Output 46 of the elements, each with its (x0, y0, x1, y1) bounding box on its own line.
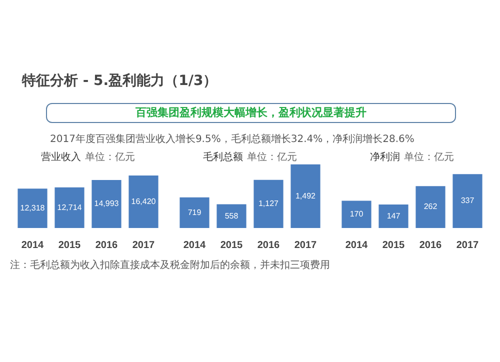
bar (290, 164, 320, 228)
bar (254, 180, 284, 228)
x-tick-label: 2016 (419, 240, 442, 251)
bar (378, 204, 408, 228)
data-label: 12,318 (20, 203, 46, 212)
chart-title: 毛利总额 (203, 152, 243, 163)
data-label: 1,127 (258, 199, 280, 208)
x-tick-label: 2014 (345, 240, 368, 251)
bar (180, 197, 210, 228)
x-tick-label: 2015 (382, 240, 406, 251)
bar (416, 186, 446, 228)
text: 2017年度百强集团营业收入增长9.5%，毛利总额增长32.4%，净利润增长28.6% (50, 132, 414, 146)
data-label: 337 (460, 196, 475, 206)
data-label: 16,420 (131, 196, 156, 206)
text: 百强集团盈利规模大幅增长，盈利状况显著提升 (46, 103, 456, 123)
data-label: 719 (188, 208, 202, 217)
x-tick-label: 2017 (294, 240, 318, 251)
x-tick-label: 2016 (257, 240, 280, 251)
chart-subtitle: 单位：亿元 (404, 152, 454, 163)
chart-subtitle: 单位：亿元 (247, 152, 297, 163)
data-label: 12,714 (57, 202, 82, 212)
bar (216, 204, 246, 228)
x-tick-label: 2014 (21, 240, 44, 251)
bar (128, 175, 158, 228)
x-tick-label: 2014 (183, 240, 206, 251)
data-label: 1,492 (295, 191, 316, 200)
x-tick-label: 2017 (456, 240, 480, 251)
x-tick-label: 2015 (220, 240, 244, 251)
x-tick-label: 2016 (95, 240, 118, 251)
x-tick-label: 2017 (132, 240, 156, 251)
chart-subtitle: 单位：亿元 (85, 152, 135, 163)
chart-title: 净利润 (370, 152, 400, 163)
bar (342, 200, 372, 228)
bar (92, 180, 122, 228)
text: 特征分析 - 5.盈利能力（1/3） (22, 72, 218, 90)
bar (54, 187, 84, 228)
chart-title: 营业收入 (41, 152, 81, 163)
data-label: 558 (224, 211, 239, 220)
x-tick-label: 2015 (58, 240, 82, 251)
data-label: 147 (386, 211, 401, 220)
bar (18, 188, 48, 228)
bar (452, 174, 482, 228)
data-label: 262 (424, 202, 438, 212)
data-label: 170 (350, 210, 364, 219)
text: 注：毛利总额为收入扣除直接成本及税金附加后的余额，并未扣三项费用 (10, 258, 330, 272)
data-label: 14,993 (94, 199, 120, 208)
